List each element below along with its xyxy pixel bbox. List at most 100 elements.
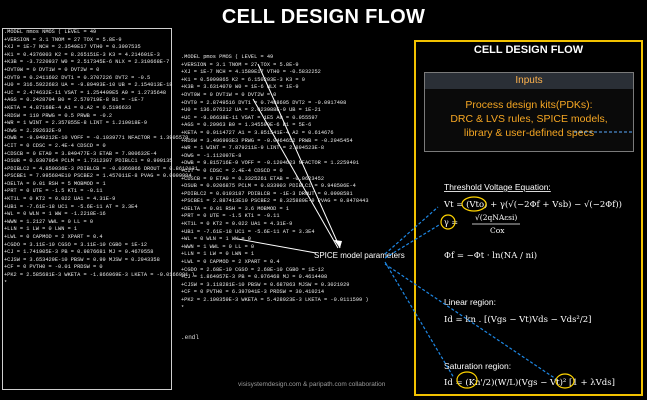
pmos-model-line: +RDSW = 3.496993E3 PRWG = -0.0464652 PRW… — [181, 137, 353, 144]
nmos-model-line: +LLN = 1 LW = 0 LWN = 1 — [4, 226, 78, 233]
inputs-line-rules: DRC & LVS rules, SPICE models, — [450, 113, 608, 125]
nmos-model-line: +LWL = 0 CAPMOD = 2 XPART = 0.4 — [4, 234, 103, 241]
pmos-model-line: +PRT = 0 UTE = -1.5 KT1 = -0.11 — [181, 213, 280, 220]
pmos-model-line: +CDSCB = 0 ETA0 = 0.3325261 ETAB = -0.06… — [181, 175, 325, 182]
saturation-equation: Id = (Kn'/2)(W/L)(Vgs − Vt)² [1 + λVds] — [444, 377, 615, 388]
credit-text: visisystemdesign.com & paripath.com coll… — [238, 381, 386, 388]
nmos-model-line: +PRT = 0 UTE = -1.5 KT1 = -0.11 — [4, 188, 103, 195]
threshold-label: Threshold Voltage Equation: — [444, 182, 551, 192]
arrow-to-lambda — [384, 263, 557, 380]
nmos-model-line: +DVT0W = 0 DVT1W = 0 DVT2W = 0 — [4, 66, 100, 73]
pmos-model-line: +WWN = 1 WWL = 0 LL = 0 — [181, 243, 255, 250]
arrow-head-vth0 — [334, 240, 342, 248]
pmos-model-line: +WL = 0 WLN = 1 WW = 0 — [181, 236, 251, 243]
pmos-model-line: +DWG = -1.112097E-8 — [181, 152, 242, 159]
nmos-model-line: +DWB = -9.949212E-10 VOFF = -0.1039771 N… — [4, 135, 189, 142]
pmos-model-line: +CGDO = 2.68E-10 CGSO = 2.68E-10 CGBO = … — [181, 266, 325, 273]
nmos-model-box — [2, 28, 172, 390]
nmos-model-line: +DSUB = 0.0307964 PCLM = 1.7312397 PDIBL… — [4, 158, 173, 165]
nmos-model-line: +KT1L = 0 KT2 = 0.022 UA1 = 4.31E-9 — [4, 196, 116, 203]
inputs-line-library: library & user-defined specs — [463, 127, 595, 139]
linear-equation: Id = kn . [(Vgs − Vt)Vds − Vds²/2] — [444, 314, 591, 325]
pmos-model-line: +AGS = 0.20963 B0 = 1.345599E-6 B1 = 5E-… — [181, 122, 312, 129]
nmos-model-line: +K3B = -3.7220937 W0 = 2.517345E-6 NLX =… — [4, 59, 170, 66]
nmos-model-line: +RDSW = 110 PRWG = 0.5 PRWB = -0.2 — [4, 112, 113, 119]
pmos-model-line: +CIT = 0 CDSC = 2.4E-4 CDSCD = 0 — [181, 167, 283, 174]
nmos-model-line: * — [4, 279, 8, 286]
nmos-model-line: +U0 = 316.5922683 UA = -9.89493E-10 UB =… — [4, 82, 173, 89]
pmos-model-line: +K3B = 3.6314079 W0 = 1E-6 NLX = 1E-9 — [181, 84, 299, 91]
kn-highlight — [456, 371, 478, 389]
nmos-model-line: +DVT0 = 0.2411602 DVT1 = 0.3707226 DVT2 … — [4, 74, 151, 81]
pmos-model-line: +WR = 1 WINT = 7.879211E-9 LINT = 2.8945… — [181, 145, 325, 152]
pmos-model-line: +PSCBE1 = 2.887413E10 PSCBE2 = 8.325889E… — [181, 198, 369, 205]
vto-highlight — [461, 196, 487, 212]
pmos-model-line: * — [181, 304, 185, 311]
endl-label: .endl — [181, 334, 200, 341]
cell-design-flow-panel — [414, 40, 643, 396]
nmos-model-line: +CDSCB = 0 ETA0 = 3.849477E-3 ETAB = 7.8… — [4, 150, 157, 157]
pmos-model-line: .MODEL pmos PMOS ( LEVEL = 49 — [181, 54, 274, 60]
nmos-model-line: +DELTA = 0.01 RSH = 5 MOBMOD = 1 — [4, 180, 106, 187]
nmos-model-line: .MODEL nmos NMOS ( LEVEL = 49 — [4, 29, 97, 35]
pmos-model-line: +U0 = 136.076212 UA = 2.023988E-9 UB = 1… — [181, 107, 321, 114]
gamma-label: γ = — [444, 218, 458, 227]
nmos-model-line: +PDIBLC2 = 4.850036E-3 PDIBLCB = -0.0366… — [4, 165, 198, 172]
nmos-model-line: +PSCBE1 = 7.995684E10 PSCBE2 = 1.457011E… — [4, 173, 192, 180]
arrow-to-gamma — [384, 224, 440, 259]
nmos-model-line: +UC = 2.474632E-11 VSAT = 1.254499E5 A0 … — [4, 89, 167, 96]
pmos-model-line: +DELTA = 0.01 RSH = 3.6 MOBMOD = 1 — [181, 205, 290, 212]
pmos-model-line: +KT1L = 0 KT2 = 0.022 UA1 = 4.31E-9 — [181, 221, 293, 228]
nmos-model-line: +VERSION = 3.1 TNOM = 27 TOX = 5.8E-9 — [4, 36, 122, 43]
nmos-model-line: +WR = 1 WINT = 2.357855E-8 LINT = 1.2100… — [4, 120, 148, 127]
pmos-model-line: +DVT0W = 0 DVT1W = 0 DVT2W = 0 — [181, 91, 277, 98]
pmos-model-line: +DSUB = 0.9206875 PCLM = 0.833903 PDIBLC… — [181, 183, 356, 190]
spice-model-parameters-label: SPICE model parameters — [314, 251, 405, 260]
arrow-to-vto — [384, 206, 439, 255]
pmos-model-line: +CF = 0 PVTH0 = 6.397941E-3 PRDSW = 30.4… — [181, 289, 325, 296]
gamma-highlight — [440, 214, 456, 230]
pmos-model-line: +UC = -9.06638E-11 VSAT = 1E5 A0 = 0.955… — [181, 114, 318, 121]
nmos-model-line: +KETA = 4.87168E-4 A1 = 0.A2 = 0.5196633 — [4, 104, 132, 111]
pmos-model-line: +CJSW = 3.118281E-10 PBSW = 0.687863 MJS… — [181, 281, 350, 288]
nmos-model-line: +DWG = 2.292632E-9 — [4, 127, 62, 134]
nmos-model-line: +CJSW = 3.653429E-10 PBSW = 0.99 MJSW = … — [4, 256, 160, 263]
nmos-model-line: +AGS = 0.2428704 B0 = 2.579719E-8 B1 = -… — [4, 97, 144, 104]
pmos-model-line: +DWB = 9.815716E-9 VOFF = -0.1204623 NFA… — [181, 160, 360, 167]
arrow-from-pclm — [237, 238, 317, 254]
inputs-line-pdk: Process design kits(PDKs): — [465, 99, 593, 111]
nmos-model-line: +XJ = 1E-7 NCH = 2.3549E17 VTH0 = 0.3907… — [4, 44, 141, 51]
lambda-highlight — [555, 373, 575, 389]
pmos-model-text: .MODEL pmos PMOS ( LEVEL = 49 +VERSION = … — [181, 54, 369, 312]
saturation-label: Saturation region: — [444, 361, 511, 371]
pmos-model-line: +VERSION = 3.1 TNOM = 27 TOX = 5.8E-9 — [181, 61, 299, 68]
gamma-numerator: √(2qNAεsi) — [475, 213, 517, 222]
nmos-model-text: .MODEL nmos NMOS ( LEVEL = 49 +VERSION = … — [4, 29, 198, 287]
nmos-model-line: +CIT = 0 CDSC = 2.4E-4 CDSCD = 0 — [4, 142, 106, 149]
linear-label: Linear region: — [444, 297, 496, 307]
pmos-model-line: +KETA = 0.0114727 A1 = 3.851541E-4 A2 = … — [181, 129, 334, 136]
pmos-model-line: +XJ = 1E-7 NCH = 4.1589E17 VTH0 = -0.583… — [181, 69, 321, 76]
pmos-model-line: +LLN = 1 LW = 0 LWN = 1 — [181, 251, 255, 258]
arrow-from-u0 — [252, 98, 339, 249]
page-title: CELL DESIGN FLOW — [221, 6, 426, 28]
gamma-denominator: Cox — [490, 226, 505, 235]
pmos-model-line: +PK2 = 2.100359E-3 WKETA = 5.428923E-3 L… — [181, 297, 369, 303]
pmos-model-line: +LWL = 0 CAPMOD = 2 XPART = 0.4 — [181, 259, 280, 266]
nmos-model-line: +CJ = 1.741905E-3 PB = 0.9876681 MJ = 0.… — [4, 249, 154, 256]
nmos-model-line: +K1 = 0.4376003 K2 = 8.265151E-3 K3 = 4.… — [4, 51, 160, 58]
pmos-model-line: +UB1 = -7.61E-18 UC1 = -5.6E-11 AT = 3.3… — [181, 228, 315, 235]
nmos-model-line: +UB1 = -7.61E-18 UC1 = -5.6E-11 AT = 3.3… — [4, 203, 138, 210]
nmos-model-line: +WWN = 1.2127 WWL = 0 LL = 0 — [4, 218, 94, 225]
nmos-model-line: +PK2 = 2.585681E-3 WKETA = -1.866069E-3 … — [4, 272, 195, 278]
phi-equation: Φf = −Φt · ln(NA / ni) — [444, 250, 537, 261]
inputs-header: Inputs — [425, 73, 633, 89]
arrow-to-kn — [384, 261, 455, 379]
pmos-model-line: +CJ = 1.864957E-3 PB = 0.976468 MJ = 0.4… — [181, 274, 328, 281]
panel-title: CELL DESIGN FLOW — [473, 44, 584, 56]
nmos-model-line: +CGDO = 3.11E-10 CGSO = 3.11E-10 CGBO = … — [4, 241, 148, 248]
arrow-from-vth0 — [257, 63, 341, 249]
nmos-model-line: +WL = 0 WLN = 1 WW = -1.2218E-16 — [4, 211, 106, 218]
threshold-equation-line1: Vt = (Vto) + γ(√(−2Φf + Vsb) − √(−2Φf)) — [443, 199, 622, 210]
